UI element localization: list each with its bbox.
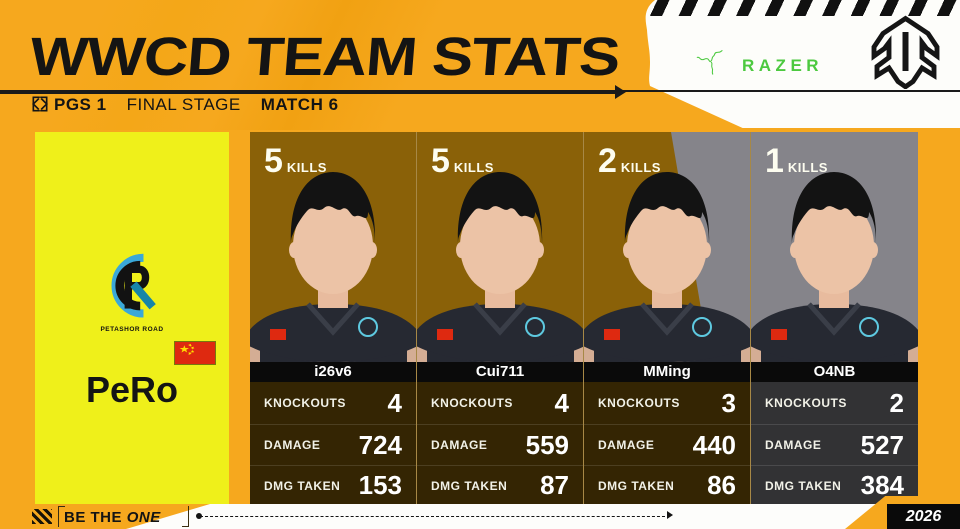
svg-text:RAZER: RAZER [742, 56, 823, 75]
